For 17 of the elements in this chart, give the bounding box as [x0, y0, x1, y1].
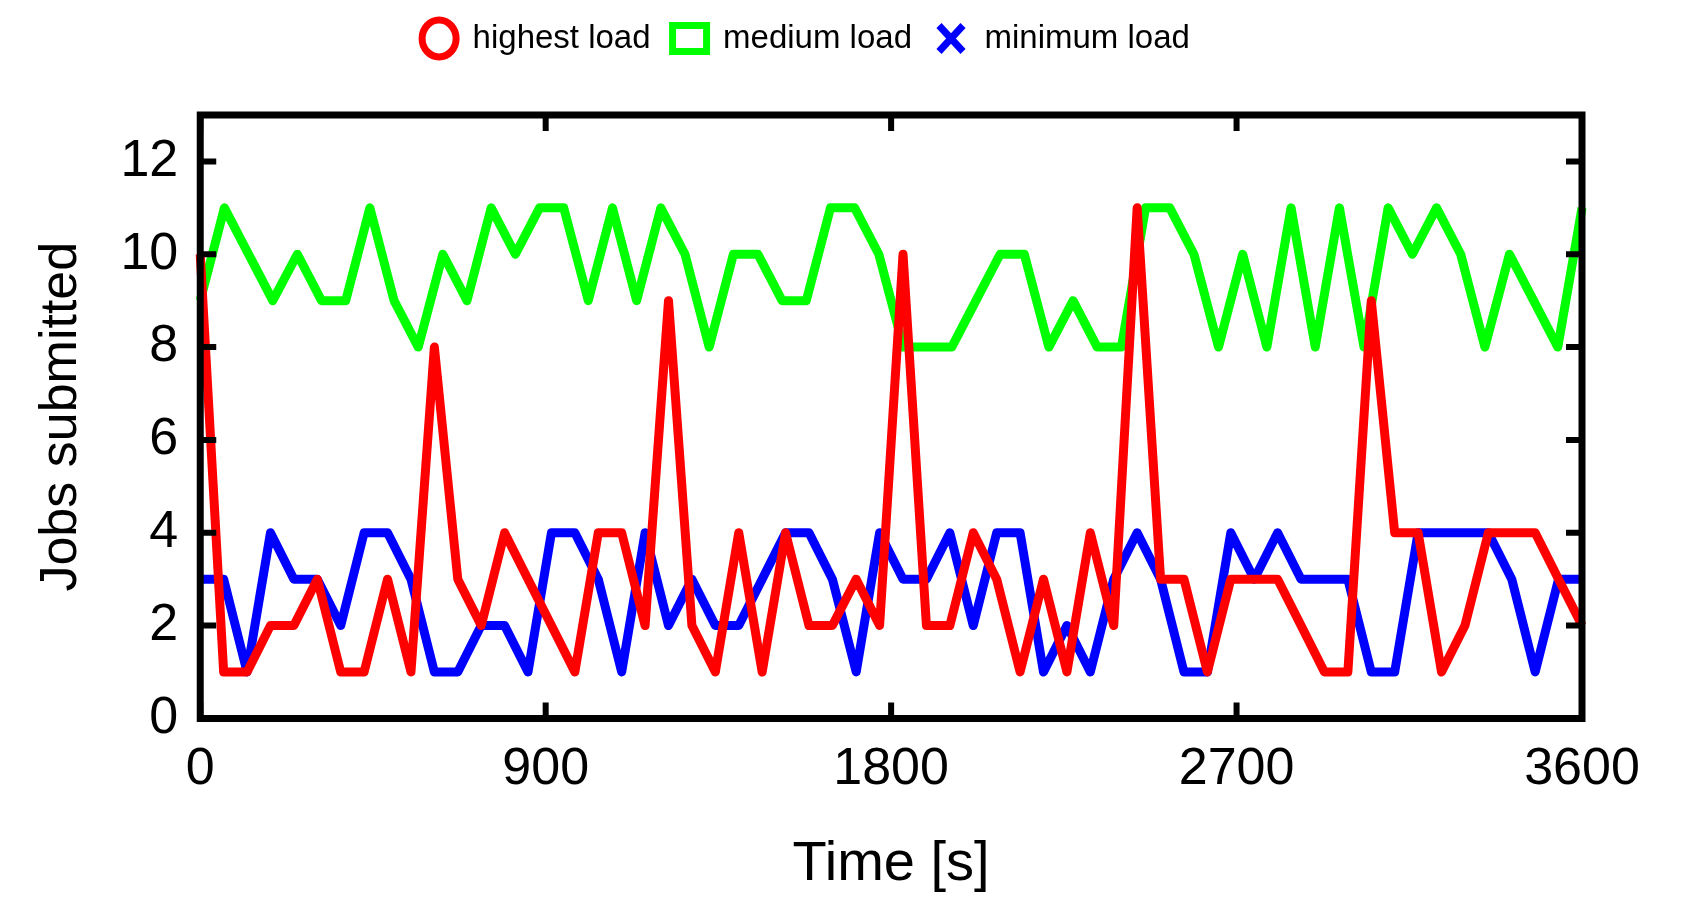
x-tick-label: 2700: [1178, 736, 1295, 795]
legend-label: medium load: [723, 17, 913, 55]
y-tick-label: 2: [149, 592, 179, 651]
x-tick-label: 1800: [833, 736, 949, 795]
legend-label: minimum load: [984, 17, 1190, 55]
x-axis-title: Time [s]: [792, 828, 990, 892]
y-tick-label: 4: [149, 500, 179, 559]
x-tick-label: 900: [502, 736, 590, 795]
y-axis-title: Jobs submitted: [28, 241, 87, 592]
y-tick-label: 10: [120, 221, 179, 280]
y-tick-label: 0: [149, 685, 179, 744]
x-tick-label: 0: [185, 736, 215, 795]
y-tick-label: 8: [149, 314, 179, 373]
x-tick-label: 3600: [1524, 736, 1640, 795]
y-tick-label: 6: [149, 407, 179, 466]
legend-label: highest load: [472, 17, 651, 55]
y-tick-label: 12: [120, 128, 179, 187]
